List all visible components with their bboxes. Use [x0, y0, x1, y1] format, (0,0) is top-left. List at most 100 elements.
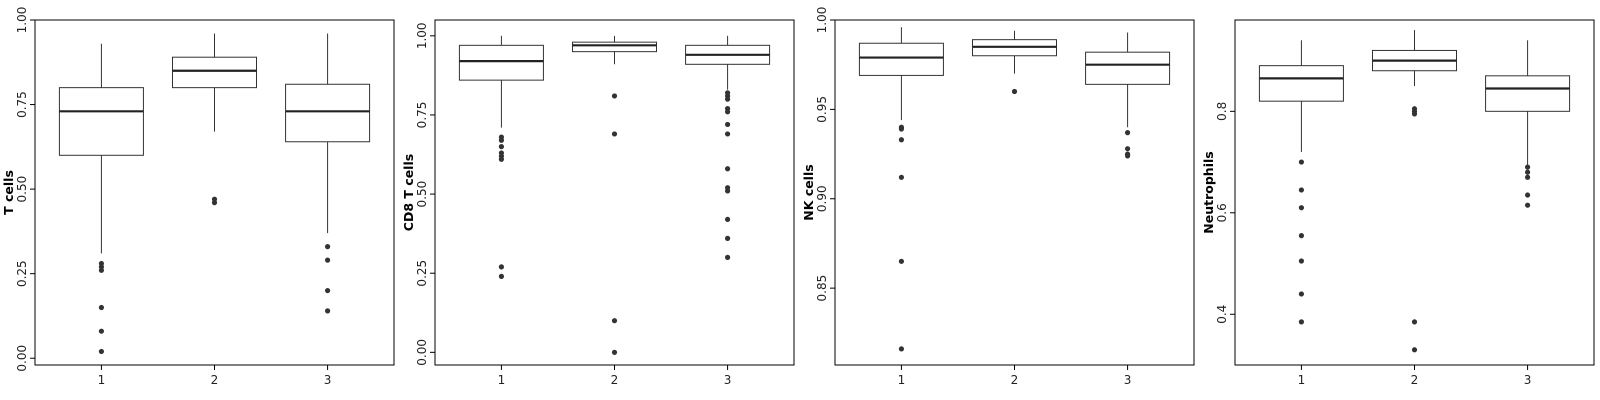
- outlier-point: [1124, 153, 1131, 159]
- x-tick-label: 3: [724, 373, 732, 387]
- outlier-point: [611, 93, 618, 99]
- outlier-point: [1298, 187, 1305, 193]
- panel-4: Neutrophils 0.4 0.6 0.8 1 2 3: [1201, 19, 1595, 387]
- box-category-3: [685, 35, 771, 260]
- y-tick-label: 0.75: [15, 91, 29, 118]
- outlier-point: [498, 264, 505, 270]
- iqr-box: [458, 44, 544, 81]
- x-tick-label: 1: [898, 373, 906, 387]
- box-category-2: [571, 35, 658, 355]
- iqr-box: [571, 41, 658, 53]
- outlier-point: [898, 126, 905, 132]
- y-tick-label: 0.85: [815, 275, 829, 302]
- iqr-box: [1485, 75, 1571, 112]
- outlier-point: [1411, 319, 1418, 325]
- iqr-box: [58, 87, 144, 156]
- outlier-point: [898, 258, 905, 264]
- outlier-point: [1524, 164, 1531, 170]
- iqr-box: [858, 42, 944, 76]
- y-tick-label: 0.6: [1215, 203, 1229, 222]
- y-tick-label: 0.8: [1215, 102, 1229, 121]
- outlier-point: [498, 144, 505, 150]
- outlier-point: [1298, 159, 1305, 165]
- box-category-3: [285, 33, 371, 314]
- outlier-point: [1011, 88, 1018, 95]
- outlier-point: [98, 304, 105, 311]
- outlier-point: [724, 166, 731, 172]
- outlier-point: [1411, 347, 1418, 353]
- outlier-point: [898, 137, 905, 143]
- y-axis-title: T cells: [1, 170, 16, 215]
- x-tick-label: 2: [1411, 373, 1419, 387]
- outlier-point: [724, 109, 731, 115]
- outlier-point: [324, 244, 331, 250]
- outlier-point: [724, 216, 731, 223]
- outlier-point: [1524, 192, 1531, 198]
- outlier-point: [724, 254, 731, 260]
- x-tick-label: 3: [1524, 373, 1532, 387]
- outlier-point: [498, 273, 505, 279]
- iqr-box: [285, 83, 371, 143]
- outlier-point: [1411, 111, 1418, 117]
- outlier-point: [1524, 174, 1531, 180]
- box-category-2: [1371, 30, 1458, 353]
- x-tick-label: 3: [324, 373, 332, 387]
- outlier-point: [1298, 319, 1305, 325]
- y-tick-label: 1.00: [815, 7, 829, 34]
- outlier-point: [324, 287, 331, 294]
- x-tick-label: 1: [98, 373, 106, 387]
- outlier-point: [1124, 130, 1131, 136]
- box-category-1: [858, 27, 944, 352]
- y-tick-label: 0.25: [15, 260, 29, 287]
- outlier-point: [498, 137, 505, 143]
- iqr-box: [171, 56, 258, 89]
- x-tick-label: 1: [498, 373, 506, 387]
- box-category-2: [171, 33, 258, 206]
- box-category-1: [1258, 40, 1344, 325]
- outlier-point: [1298, 205, 1305, 211]
- outlier-point: [1298, 258, 1305, 264]
- outlier-point: [1524, 202, 1531, 208]
- iqr-box: [1258, 65, 1344, 102]
- y-tick-label: 0.4: [1215, 305, 1229, 324]
- outlier-point: [324, 257, 331, 263]
- x-tick-label: 2: [1011, 373, 1019, 387]
- outlier-point: [1298, 291, 1305, 297]
- outlier-point: [498, 156, 505, 162]
- outlier-point: [724, 188, 731, 194]
- outlier-point: [724, 96, 731, 102]
- panel-3: NK cells 0.85 0.90 0.95 1.00 1 2 3: [801, 7, 1195, 387]
- outlier-point: [611, 318, 618, 324]
- outlier-point: [898, 346, 905, 352]
- y-tick-label: 0.25: [415, 260, 429, 287]
- box-category-1: [58, 43, 144, 355]
- y-tick-label: 1.00: [15, 7, 29, 34]
- outlier-point: [98, 328, 105, 334]
- box-category-2: [971, 30, 1058, 95]
- outlier-point: [1524, 169, 1531, 175]
- box-category-3: [1085, 32, 1171, 159]
- y-tick-label: 0.50: [415, 181, 429, 208]
- outlier-point: [611, 349, 618, 355]
- outlier-point: [611, 131, 618, 137]
- outlier-point: [1124, 146, 1131, 152]
- y-tick-label: 0.90: [815, 185, 829, 212]
- panel-2: CD8 T cells 0.00 0.25 0.50 0.75 1.00 1 2 3: [401, 19, 795, 387]
- box-category-3: [1485, 40, 1571, 208]
- outlier-point: [724, 131, 731, 137]
- panel-1: T cells 0.00 0.25 0.50 0.75 1.00 1 2 3: [1, 7, 395, 387]
- y-tick-label: 0.95: [815, 96, 829, 123]
- outlier-point: [898, 174, 905, 180]
- y-tick-label: 1.00: [415, 22, 429, 49]
- y-tick-label: 0.00: [415, 339, 429, 366]
- y-tick-label: 0.00: [15, 345, 29, 372]
- iqr-box: [1085, 51, 1171, 85]
- y-axis-title: NK cells: [801, 164, 816, 220]
- outlier-point: [724, 121, 731, 128]
- outlier-point: [98, 348, 105, 355]
- box-category-1: [458, 35, 544, 279]
- outlier-point: [724, 235, 731, 241]
- x-tick-label: 1: [1298, 373, 1306, 387]
- y-axis-title: CD8 T cells: [401, 154, 416, 231]
